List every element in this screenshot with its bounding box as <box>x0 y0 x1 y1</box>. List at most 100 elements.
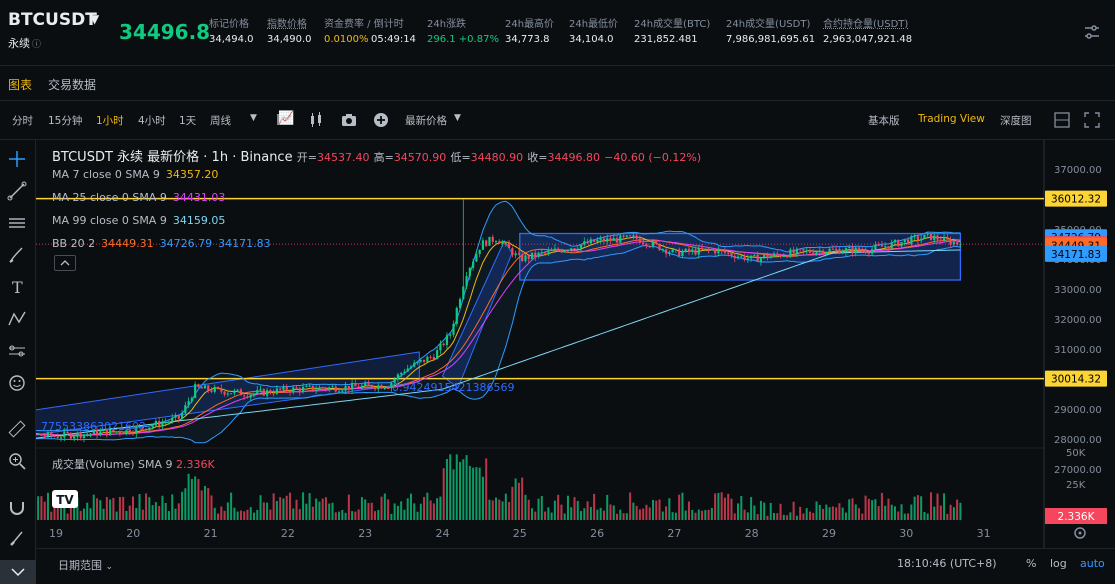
fullscreen-icon[interactable] <box>1083 111 1101 129</box>
volume-bar <box>217 513 220 520</box>
time-tick: 23 <box>358 527 372 540</box>
volume-bar <box>99 500 102 520</box>
volume-bar <box>844 512 847 520</box>
view-2[interactable]: 深度图 <box>1000 115 1032 127</box>
price-tick: 33000.00 <box>1054 285 1102 296</box>
volume-bar <box>439 496 442 520</box>
date-range-button[interactable]: 日期范围 ⌄ <box>58 559 114 572</box>
time-tick: 22 <box>281 527 295 540</box>
candle <box>946 233 949 240</box>
volume-bar <box>521 477 524 520</box>
candle <box>478 249 481 258</box>
stat-label[interactable]: 合约持仓量(USDT) <box>823 19 909 30</box>
candle <box>851 243 854 257</box>
volume-bar <box>769 502 772 520</box>
interval-0[interactable]: 分时 <box>12 115 33 127</box>
zoom-in-icon[interactable] <box>6 450 28 472</box>
volume-bar <box>351 511 354 520</box>
candle <box>815 251 818 256</box>
price-chart[interactable]: 37000.0036000.0035000.0034000.0033000.00… <box>36 140 1115 548</box>
line-chart-icon[interactable] <box>276 111 294 129</box>
candle <box>295 385 298 389</box>
candle <box>759 256 763 266</box>
chevron-down-icon[interactable]: ▼ <box>250 113 257 123</box>
candle <box>86 430 89 437</box>
volume-bar <box>190 478 193 520</box>
trend-line-icon[interactable] <box>6 180 28 202</box>
settings-sliders-icon[interactable] <box>1082 22 1102 42</box>
volume-bar <box>714 493 717 520</box>
volume-bar <box>239 510 242 520</box>
volume-bar <box>897 511 900 520</box>
candle <box>638 235 642 244</box>
candle <box>540 249 543 257</box>
text-tool-icon[interactable]: T <box>6 276 28 298</box>
candle <box>298 386 301 396</box>
interval-4[interactable]: 1天 <box>179 115 197 127</box>
emoji-icon[interactable] <box>6 372 28 394</box>
candle <box>648 244 651 249</box>
add-indicator-icon[interactable] <box>372 111 390 129</box>
stat-value: 0.0100% <box>324 34 369 45</box>
candle <box>373 386 377 392</box>
pattern-icon[interactable] <box>6 308 28 330</box>
stat-label[interactable]: 指数价格 <box>267 19 307 30</box>
open-value: 34537.40 <box>316 151 370 164</box>
camera-icon[interactable] <box>340 111 358 129</box>
prediction-icon[interactable] <box>6 340 28 362</box>
candle <box>190 396 193 404</box>
candle <box>959 241 962 248</box>
view-0[interactable]: 基本版 <box>868 115 900 127</box>
volume-bar <box>766 515 769 520</box>
candle <box>645 242 648 249</box>
candle <box>527 254 530 263</box>
volume-bar <box>249 507 252 520</box>
brush-icon[interactable] <box>6 244 28 266</box>
chevron-down-icon[interactable]: ▼ <box>454 113 461 123</box>
auto-scale-toggle[interactable]: auto <box>1080 557 1105 570</box>
interval-1[interactable]: 15分钟 <box>48 115 83 127</box>
volume-bar <box>138 494 141 520</box>
collapse-legend-button[interactable] <box>54 255 76 271</box>
collapse-toolbar-button[interactable] <box>0 560 36 584</box>
volume-bar <box>723 497 726 520</box>
price-type-select[interactable]: 最新价格 <box>405 115 447 127</box>
crosshair-icon[interactable] <box>6 148 28 170</box>
candle <box>53 434 56 438</box>
expand-view-icon[interactable] <box>1053 111 1071 129</box>
chevron-down-icon[interactable]: ▼ <box>90 12 100 26</box>
clock-timezone[interactable]: 18:10:46 (UTC+8) <box>897 557 997 570</box>
volume-bar <box>197 479 200 520</box>
stat-label: 24h成交量(USDT) <box>726 19 811 30</box>
volume-bar <box>694 512 697 520</box>
volume-bar <box>253 512 256 520</box>
volume-bar <box>266 502 269 520</box>
horizontal-lines-icon[interactable] <box>6 212 28 234</box>
candle <box>684 248 687 253</box>
interval-2[interactable]: 1小时 <box>96 115 124 127</box>
candle <box>547 246 550 256</box>
candle <box>763 254 766 260</box>
percent-scale-toggle[interactable]: % <box>1026 557 1037 570</box>
candle <box>354 379 357 387</box>
lock-drawing-icon[interactable] <box>6 526 28 548</box>
svg-text:T: T <box>12 278 23 297</box>
volume-bar <box>413 503 416 520</box>
tab-chart[interactable]: 图表 <box>8 78 33 92</box>
candle <box>334 384 337 394</box>
view-1[interactable]: Trading View <box>918 113 985 125</box>
log-scale-toggle[interactable]: log <box>1050 557 1067 570</box>
volume-bar <box>465 455 468 520</box>
ruler-icon[interactable] <box>6 418 28 440</box>
candle-type-icon[interactable] <box>308 111 326 129</box>
tradingview-logo[interactable]: TV <box>52 490 78 508</box>
candle <box>413 359 416 368</box>
symbol-title[interactable]: BTCUSDT <box>8 10 97 30</box>
price-tick: 27000.00 <box>1054 465 1102 476</box>
interval-5[interactable]: 周线 <box>210 115 231 127</box>
volume-bar <box>298 509 301 520</box>
tab-trade-data[interactable]: 交易数据 <box>48 78 97 92</box>
magnet-icon[interactable] <box>6 496 28 518</box>
interval-3[interactable]: 4小时 <box>138 115 166 127</box>
chart-settings-icon[interactable] <box>1074 527 1086 539</box>
